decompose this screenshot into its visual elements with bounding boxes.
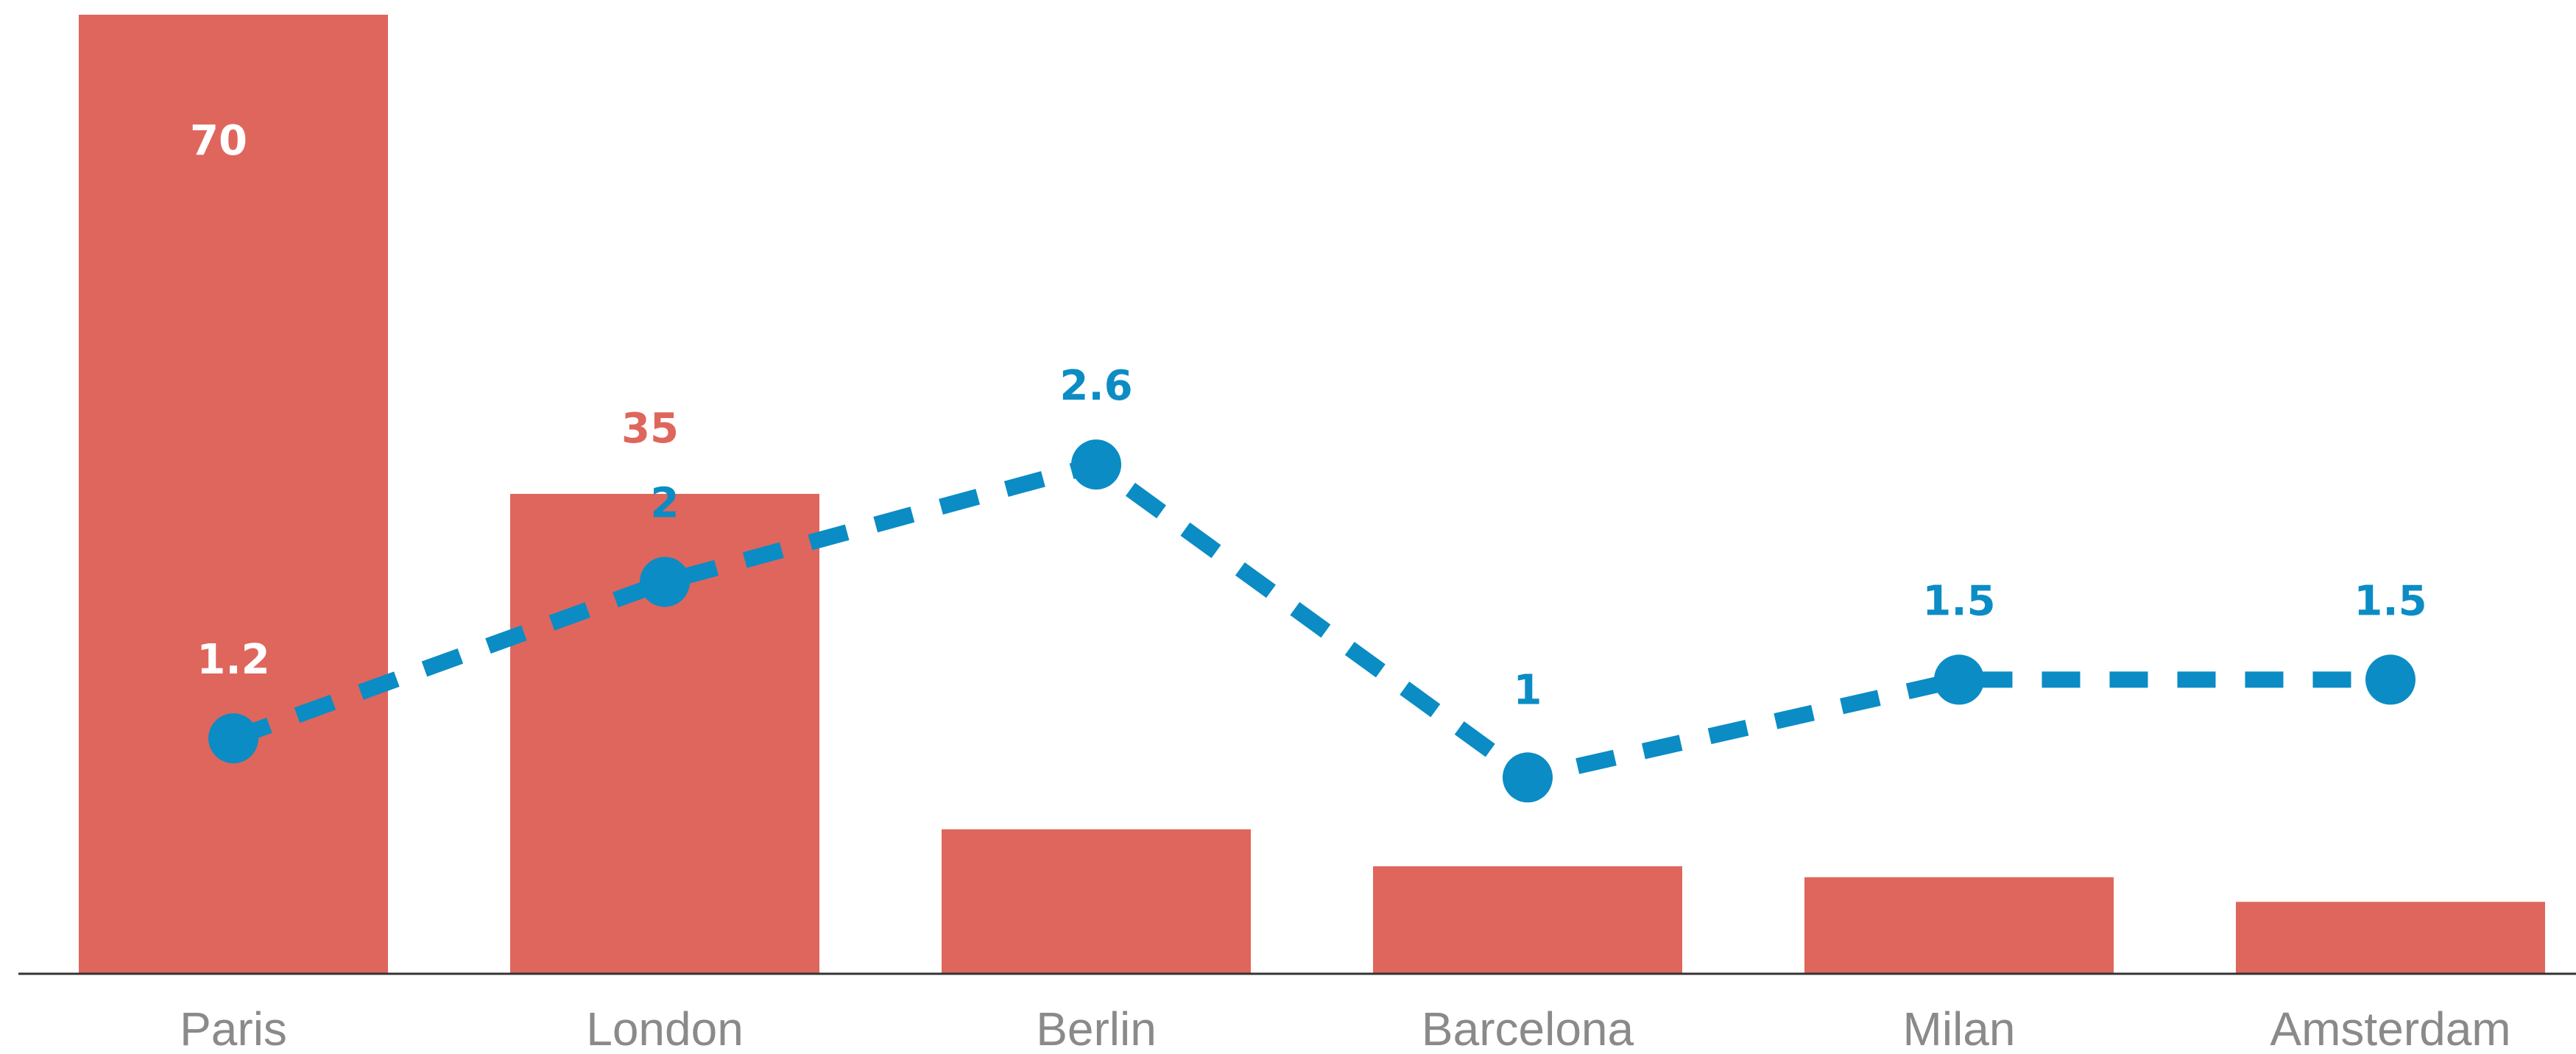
bar-barcelona [1373,866,1682,973]
line-value-label-barcelona: 1 [1514,666,1542,714]
line-point-london [640,556,690,607]
x-axis-tick-labels: Paris London Berlin Barcelona Milan Amsterdam [180,1002,2511,1054]
bar-berlin [942,829,1251,973]
line-value-label-amsterdam: 1.5 [2354,577,2427,625]
line-series [208,439,2416,803]
bar-milan [1804,877,2114,973]
line-value-label-london: 2 [651,480,680,528]
bar-amsterdam [2236,902,2545,973]
x-tick-label-paris: Paris [180,1002,287,1054]
x-tick-label-london: London [586,1002,744,1054]
x-tick-label-milan: Milan [1903,1002,2016,1054]
line-point-barcelona [1503,752,1553,803]
bar-series [79,15,2545,973]
bar-value-label-paris: 70 [190,117,247,165]
line-point-berlin [1071,439,1121,490]
line-value-label-milan: 1.5 [1922,577,1995,625]
line-value-label-berlin: 2.6 [1059,362,1132,410]
data-labels: 70 35 1.2 2 2.6 1 1.5 1.5 [190,117,2427,714]
x-tick-label-amsterdam: Amsterdam [2270,1002,2510,1054]
line-point-paris [208,713,258,764]
x-tick-label-barcelona: Barcelona [1422,1002,1634,1054]
line-value-label-paris: 1.2 [197,636,269,684]
bar-value-label-london: 35 [621,405,679,453]
bar-paris [79,15,388,973]
x-tick-label-berlin: Berlin [1036,1002,1157,1054]
line-point-milan [1934,654,1984,705]
line-path [230,456,2390,787]
line-point-amsterdam [2365,654,2416,705]
